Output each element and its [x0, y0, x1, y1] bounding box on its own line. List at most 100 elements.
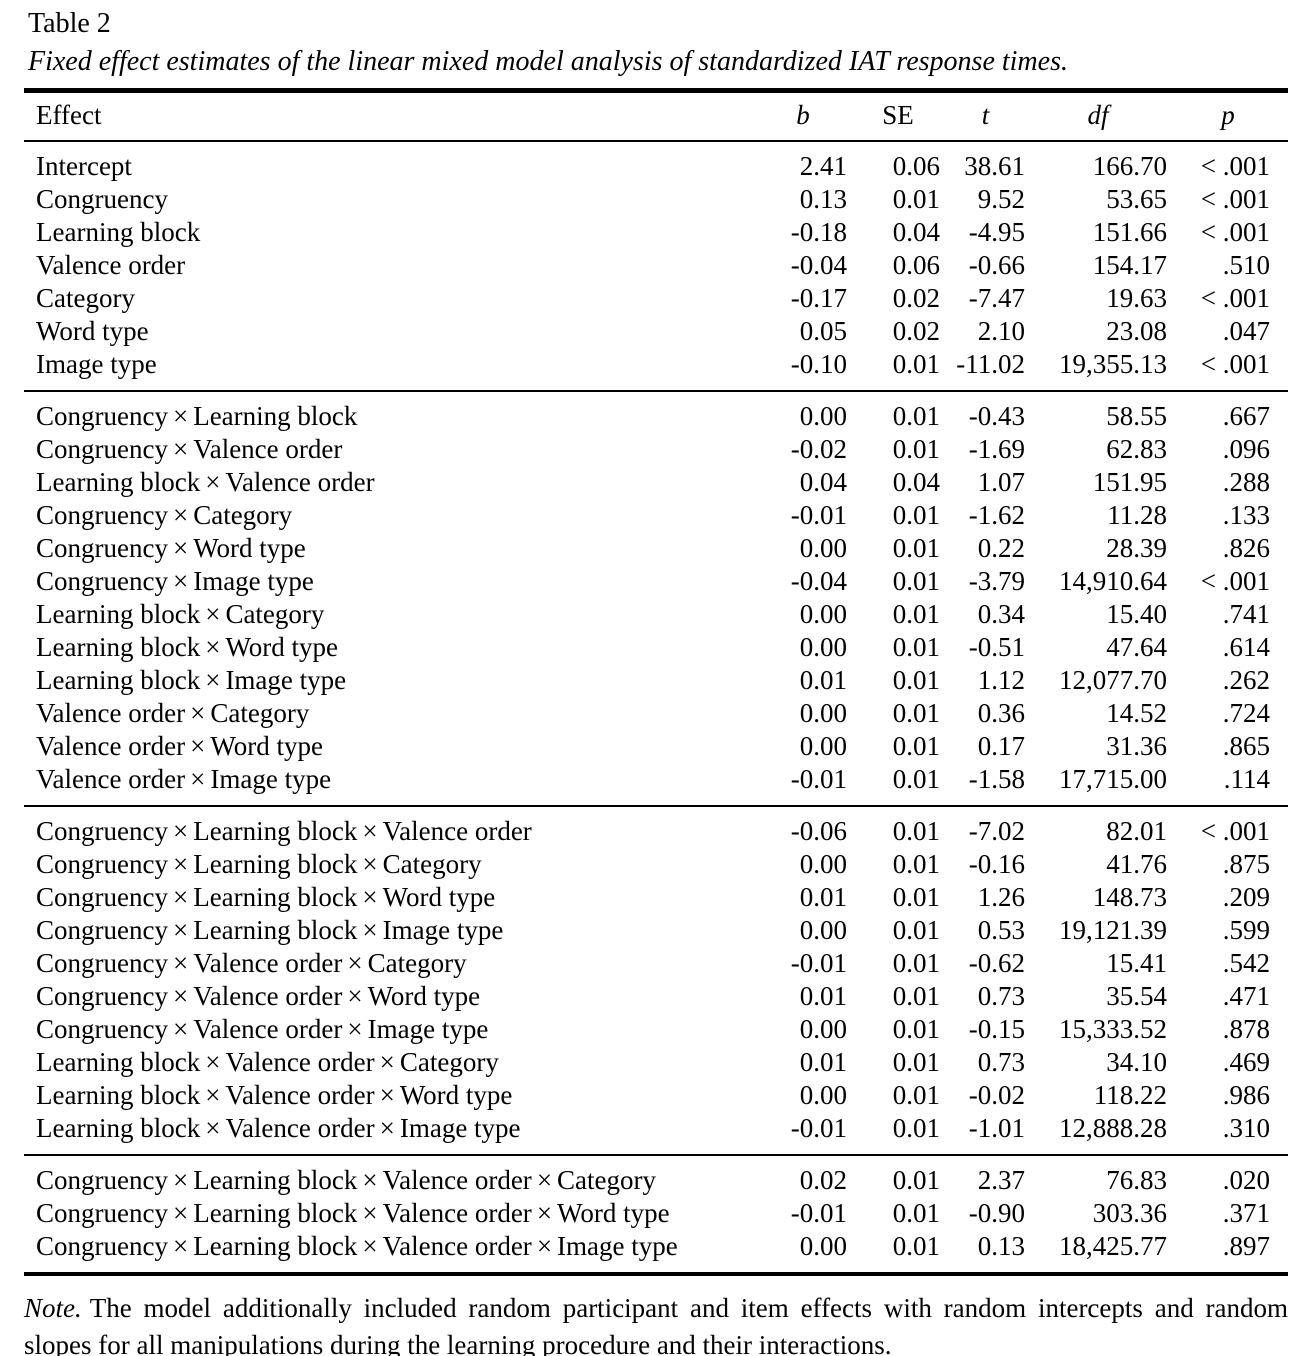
value-cell: < .001 — [1200, 816, 1270, 846]
multiplication-sign: × — [172, 1014, 189, 1044]
value-cell: -0.04 — [790, 250, 847, 280]
value-cell: 1.26 — [977, 882, 1025, 912]
note-text: The model additionally included random p… — [24, 1293, 1288, 1356]
effect-cell: Valence order × Word type — [36, 731, 323, 761]
value-cell: 82.01 — [1106, 816, 1167, 846]
value-cell: .741 — [1222, 599, 1270, 629]
value-cell: -0.16 — [968, 849, 1025, 879]
value-cell: 0.01 — [892, 1047, 940, 1077]
multiplication-sign: × — [172, 1231, 189, 1261]
value-cell: 0.06 — [892, 250, 940, 280]
value-cell: 0.00 — [799, 401, 847, 431]
multiplication-sign: × — [205, 632, 221, 662]
column-header-se: SE — [882, 100, 914, 130]
value-cell: .096 — [1222, 434, 1270, 464]
value-cell: 0.00 — [799, 1014, 847, 1044]
effect-cell: Congruency × Learning block × Category — [36, 849, 482, 879]
value-cell: -0.18 — [790, 217, 847, 247]
value-cell: .542 — [1222, 948, 1270, 978]
value-cell: 0.00 — [799, 1231, 847, 1261]
effect-group-2: Congruency × Learning block × Valence order -… — [24, 806, 1288, 1155]
value-cell: 14,910.64 — [1059, 566, 1167, 596]
value-cell: .371 — [1222, 1198, 1270, 1228]
value-cell: 19,121.39 — [1059, 915, 1167, 945]
value-cell: 0.05 — [799, 316, 847, 346]
multiplication-sign: × — [205, 467, 221, 497]
multiplication-sign: × — [172, 566, 189, 596]
effect-cell: Category — [36, 283, 135, 313]
value-cell: 41.76 — [1106, 849, 1167, 879]
value-cell: 0.13 — [977, 1231, 1025, 1261]
table-row: Learning block -0.18 0.04 -4.95 151.66 < .001 — [24, 216, 1288, 249]
multiplication-sign: × — [362, 1165, 378, 1195]
effect-cell: Congruency × Image type — [36, 566, 314, 596]
value-cell: 18,425.77 — [1059, 1231, 1167, 1261]
table-row: Congruency × Valence order × Image type 0.00 0… — [24, 1013, 1288, 1046]
value-cell: 0.01 — [799, 981, 847, 1011]
table-row: Congruency × Category -0.01 0.01 -1.62 11.28 .1… — [24, 499, 1288, 532]
multiplication-sign: × — [362, 882, 378, 912]
value-cell: 0.00 — [799, 915, 847, 945]
value-cell: 0.00 — [799, 731, 847, 761]
value-cell: -3.79 — [968, 566, 1025, 596]
multiplication-sign: × — [347, 981, 363, 1011]
value-cell: 0.02 — [799, 1165, 847, 1195]
value-cell: .986 — [1222, 1080, 1270, 1110]
value-cell: -0.15 — [968, 1014, 1025, 1044]
value-cell: .667 — [1222, 401, 1270, 431]
table-row: Valence order × Image type -0.01 0.01 -1.58 17… — [24, 763, 1288, 806]
effect-cell: Learning block × Valence order × Category — [36, 1047, 499, 1077]
effect-cell: Learning block × Image type — [36, 665, 347, 695]
value-cell: < .001 — [1200, 349, 1270, 379]
value-cell: 76.83 — [1106, 1165, 1167, 1195]
multiplication-sign: × — [172, 401, 189, 431]
effect-cell: Congruency × Category — [36, 500, 293, 530]
value-cell: 0.01 — [892, 948, 940, 978]
multiplication-sign: × — [172, 981, 189, 1011]
table-row: Word type 0.05 0.02 2.10 23.08 .047 — [24, 315, 1288, 348]
value-cell: -0.02 — [790, 434, 847, 464]
value-cell: 9.52 — [977, 184, 1025, 214]
value-cell: .510 — [1222, 250, 1270, 280]
table-row: Congruency × Learning block × Category 0.00 0.… — [24, 848, 1288, 881]
effect-cell: Learning block × Valence order × Word type — [36, 1080, 513, 1110]
value-cell: 0.01 — [892, 632, 940, 662]
multiplication-sign: × — [536, 1198, 553, 1228]
note-label: Note. — [24, 1293, 82, 1323]
value-cell: .469 — [1222, 1047, 1270, 1077]
header-row: Effect b SE t df p — [24, 91, 1288, 141]
value-cell: < .001 — [1200, 184, 1270, 214]
value-cell: 0.34 — [977, 599, 1025, 629]
value-cell: -7.47 — [968, 283, 1025, 313]
multiplication-sign: × — [362, 1231, 378, 1261]
multiplication-sign: × — [362, 915, 378, 945]
table-row: Congruency × Learning block × Image type 0.00… — [24, 914, 1288, 947]
value-cell: 0.01 — [892, 1198, 940, 1228]
value-cell: 38.61 — [964, 151, 1025, 181]
table-row: Congruency × Learning block × Valence order -… — [24, 806, 1288, 848]
value-cell: -0.01 — [790, 948, 847, 978]
value-cell: .020 — [1222, 1165, 1270, 1195]
value-cell: 19.63 — [1106, 283, 1167, 313]
multiplication-sign: × — [172, 434, 189, 464]
value-cell: 0.01 — [892, 1165, 940, 1195]
effect-cell: Congruency × Valence order × Word type — [36, 981, 481, 1011]
value-cell: 0.36 — [977, 698, 1025, 728]
value-cell: 0.01 — [892, 882, 940, 912]
value-cell: < .001 — [1200, 283, 1270, 313]
multiplication-sign: × — [190, 698, 206, 728]
value-cell: 0.00 — [799, 599, 847, 629]
effect-cell: Valence order × Image type — [36, 764, 332, 794]
multiplication-sign: × — [190, 731, 206, 761]
value-cell: 0.01 — [799, 882, 847, 912]
effect-cell: Congruency × Valence order × Category — [36, 948, 467, 978]
multiplication-sign: × — [172, 1198, 189, 1228]
table-row: Valence order × Word type 0.00 0.01 0.17 31.36… — [24, 730, 1288, 763]
value-cell: .262 — [1222, 665, 1270, 695]
value-cell: -0.01 — [790, 1113, 847, 1143]
value-cell: 0.01 — [892, 1080, 940, 1110]
value-cell: 0.01 — [892, 665, 940, 695]
value-cell: .114 — [1223, 764, 1270, 794]
value-cell: 0.01 — [892, 500, 940, 530]
value-cell: .878 — [1222, 1014, 1270, 1044]
